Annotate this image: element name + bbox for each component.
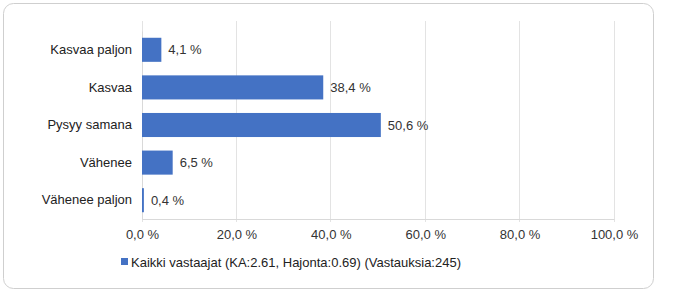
tick: Kasvaa paljon (50, 42, 132, 57)
data-label: 0,4 % (151, 193, 185, 208)
tick: Pysyy samana (47, 117, 132, 132)
tick-label: 40,0 % (311, 227, 352, 242)
frame (4, 4, 654, 289)
grid-line (614, 21, 615, 222)
tick: Vähenee paljon (42, 192, 132, 207)
bar (142, 38, 161, 62)
tick-label: 60,0 % (405, 227, 446, 242)
axis-line (143, 219, 615, 220)
bar (142, 75, 323, 99)
tick-label: 80,0 % (500, 227, 541, 242)
bar (142, 113, 381, 137)
tick-label: 20,0 % (217, 227, 258, 242)
category-label: Pysyy samana (47, 117, 132, 132)
tick: Kasvaa (89, 80, 133, 95)
chart: 0,0 % 20,0 % 40,0 % 60,0 % 80,0 % 100,0 % Kasv… (0, 0, 676, 295)
tick: 80,0 % (500, 227, 541, 242)
bar (142, 188, 144, 212)
tick: 40,0 % (311, 227, 352, 242)
data-label: 4,1 % (168, 42, 202, 57)
bars (142, 38, 381, 212)
legend: Kaikki vastaajat (KA:2.61, Hajonta:0.69)… (121, 255, 461, 270)
grid (142, 21, 614, 222)
data-labels: 4,1 % 38,4 % 50,6 % 6,5 % 0,4 % (151, 42, 429, 207)
tick: 20,0 % (217, 227, 258, 242)
data-label: 6,5 % (180, 155, 214, 170)
data-label: 38,4 % (330, 80, 371, 95)
tick: 100,0 % (591, 227, 639, 242)
tick-label: 0,0 % (126, 227, 160, 242)
tick: 60,0 % (405, 227, 446, 242)
category-label: Kasvaa (89, 80, 133, 95)
category-label: Vähenee (80, 155, 132, 170)
y-axis: Kasvaa paljon Kasvaa Pysyy samana Vähenee Vä… (42, 32, 143, 220)
category-label: Kasvaa paljon (50, 42, 132, 57)
data-label: 50,6 % (388, 118, 429, 133)
legend-swatch (121, 258, 128, 265)
bar (142, 151, 173, 175)
tick-label: 100,0 % (591, 227, 639, 242)
x-axis: 0,0 % 20,0 % 40,0 % 60,0 % 80,0 % 100,0 % (126, 220, 639, 243)
tick: 0,0 % (126, 227, 160, 242)
tick: Vähenee (80, 155, 132, 170)
grid-line (519, 21, 520, 222)
legend-label: Kaikki vastaajat (KA:2.61, Hajonta:0.69)… (131, 255, 461, 270)
category-label: Vähenee paljon (42, 192, 132, 207)
